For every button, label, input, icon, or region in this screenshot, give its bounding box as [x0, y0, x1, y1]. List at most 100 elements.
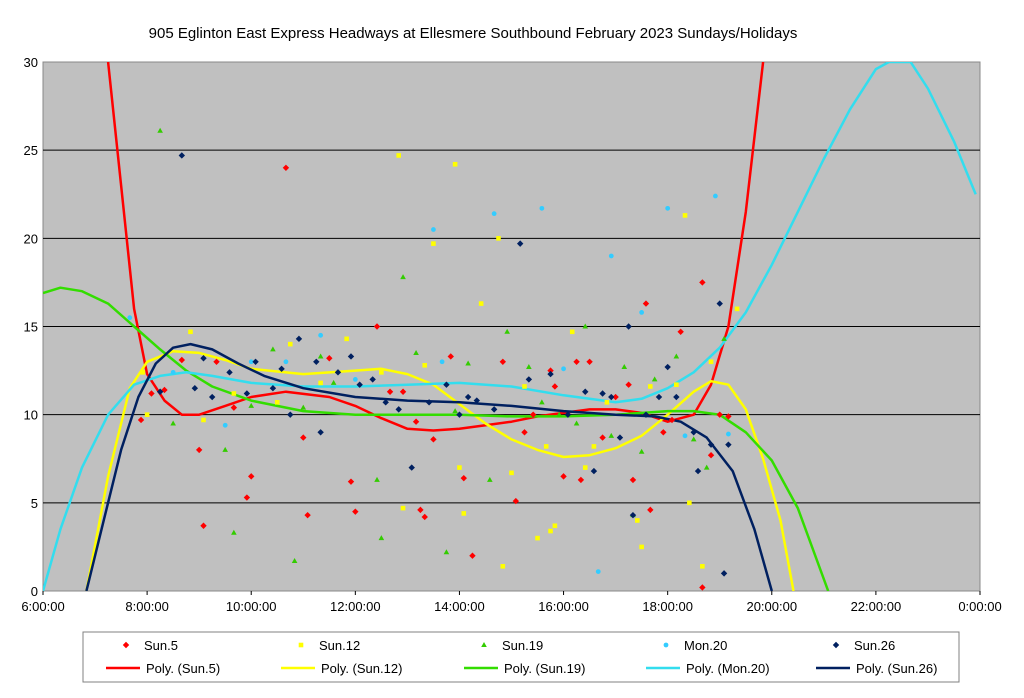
data-point	[140, 370, 146, 375]
data-point	[608, 393, 615, 401]
data-point	[452, 408, 458, 414]
data-point	[464, 393, 472, 401]
data-point	[352, 508, 359, 515]
data-point	[639, 309, 645, 315]
y-tick-label: 20	[24, 231, 38, 246]
data-point	[200, 522, 207, 529]
data-point	[496, 236, 501, 241]
data-point	[708, 359, 714, 365]
legend-item: Poly. (Sun.12)	[281, 661, 402, 676]
data-point	[625, 323, 632, 330]
data-point	[431, 241, 436, 246]
data-point	[582, 465, 588, 470]
data-point	[282, 164, 290, 171]
data-point	[516, 240, 524, 247]
series-5	[156, 152, 732, 577]
data-point	[300, 404, 307, 410]
data-point	[412, 418, 420, 425]
x-tick-label: 12:00:00	[330, 599, 381, 614]
x-tick-label: 10:00:00	[226, 599, 277, 614]
data-point	[716, 300, 723, 307]
data-point	[379, 370, 384, 375]
data-point	[509, 470, 514, 476]
data-point	[356, 381, 363, 388]
legend-marker	[122, 641, 130, 649]
y-tick-label: 15	[24, 320, 38, 335]
data-point	[682, 433, 688, 439]
data-point	[195, 446, 203, 454]
data-point	[573, 358, 580, 365]
legend-label: Mon.20	[684, 638, 727, 653]
trendline-4	[43, 62, 977, 591]
data-point	[400, 505, 406, 511]
data-point	[326, 355, 333, 362]
data-point	[560, 473, 567, 480]
data-point	[552, 523, 558, 529]
data-point	[690, 436, 697, 442]
data-point	[734, 306, 740, 312]
x-tick-label: 8:00:00	[125, 599, 168, 614]
data-point	[725, 413, 732, 420]
data-point	[465, 360, 471, 366]
data-point	[608, 432, 615, 438]
data-point	[721, 335, 727, 341]
data-point	[461, 511, 467, 516]
legend-marker	[298, 642, 304, 648]
data-point	[386, 388, 394, 395]
data-point	[170, 369, 176, 375]
data-point	[300, 434, 307, 441]
data-point	[443, 381, 450, 388]
x-tick-label: 22:00:00	[851, 599, 902, 614]
data-point	[178, 152, 186, 159]
data-point	[712, 193, 718, 199]
legend-item: Poly. (Sun.5)	[106, 661, 220, 676]
data-point	[369, 376, 376, 383]
data-point	[231, 529, 237, 535]
data-point	[373, 323, 381, 330]
data-point	[283, 359, 289, 365]
chart-title: 905 Eglinton East Express Headways at El…	[149, 25, 798, 42]
x-tick-label: 14:00:00	[434, 599, 485, 614]
series-2	[140, 153, 740, 569]
data-point	[500, 564, 506, 569]
series-3	[157, 127, 727, 564]
data-point	[400, 274, 406, 280]
data-point	[577, 476, 585, 484]
data-point	[137, 416, 145, 424]
data-point	[674, 382, 679, 387]
data-point	[347, 478, 355, 485]
data-point	[188, 329, 193, 335]
data-point	[374, 476, 380, 482]
data-point	[720, 570, 728, 577]
x-tick-label: 18:00:00	[642, 599, 693, 614]
data-point	[399, 388, 407, 395]
data-point	[334, 369, 342, 376]
legend-label: Sun.12	[319, 638, 360, 653]
data-point	[127, 315, 133, 321]
data-point	[629, 511, 637, 519]
data-point	[687, 500, 692, 506]
data-point	[317, 429, 324, 436]
data-point	[639, 544, 644, 550]
data-point	[304, 511, 311, 519]
data-point	[222, 446, 228, 452]
x-axis-ticks: 6:00:00 8:00:00 10:00:00 12:00:00 14:00:00 16…	[21, 591, 1002, 614]
legend-label: Sun.5	[144, 638, 178, 653]
data-point	[699, 584, 706, 591]
data-point	[629, 476, 637, 484]
series-4	[127, 193, 731, 575]
legend-item: Sun.12	[298, 638, 360, 653]
data-point	[191, 385, 199, 392]
data-point	[417, 506, 424, 514]
legend-item: Sun.19	[481, 638, 543, 653]
y-tick-label: 25	[24, 143, 38, 158]
data-point	[651, 376, 658, 382]
data-point	[551, 383, 559, 390]
data-point	[490, 406, 498, 413]
data-point	[621, 364, 628, 370]
data-point	[222, 422, 228, 428]
data-point	[226, 369, 233, 376]
data-point	[478, 301, 484, 306]
data-point	[330, 379, 337, 385]
